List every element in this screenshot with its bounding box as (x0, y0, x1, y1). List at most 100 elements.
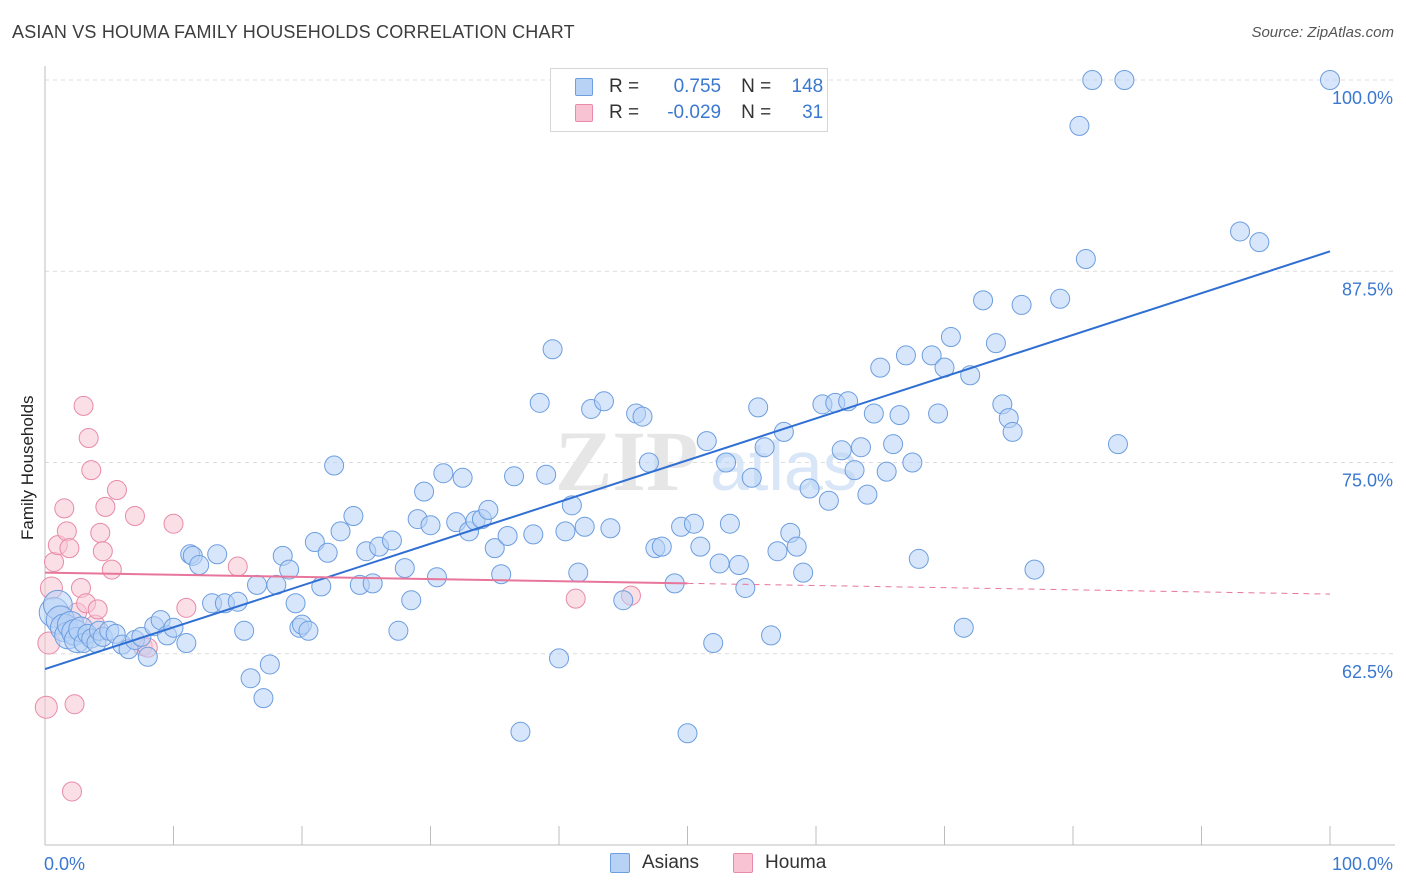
asians-point (234, 620, 255, 641)
asians-point (1075, 249, 1096, 270)
houma-trend-line (44, 571, 688, 585)
houma-point (59, 538, 80, 559)
asians-points (38, 70, 1340, 744)
asians-point (638, 452, 659, 473)
asians-point (735, 577, 756, 598)
asians-point (394, 558, 415, 579)
asians-point (940, 327, 961, 348)
y-tick-label: 75.0% (1342, 471, 1393, 491)
houma-point (95, 496, 116, 517)
asians-point (381, 530, 402, 551)
asians-point (478, 499, 499, 520)
asians-point (504, 466, 525, 487)
asians-point (497, 525, 518, 546)
asians-point (1069, 115, 1090, 136)
asians-point (343, 506, 364, 527)
asians-point (176, 633, 197, 654)
legend-swatch-blue (575, 78, 593, 96)
houma-point (34, 695, 58, 719)
asians-point (799, 478, 820, 499)
legend-n-value: 148 (791, 76, 824, 97)
asians-point (253, 688, 274, 709)
y-tick-label: 62.5% (1342, 662, 1393, 682)
asians-point (388, 620, 409, 641)
watermark-zip: ZIP (555, 413, 698, 509)
legend-row-houma: R = -0.029 N = 31 (575, 100, 823, 126)
x-tick-label: 100.0% (1332, 854, 1393, 874)
asians-point (593, 391, 614, 412)
houma-point (565, 588, 586, 609)
asians-trend-line (44, 250, 1331, 671)
asians-point (632, 406, 653, 427)
legend-item-houma[interactable]: Houma (733, 852, 826, 874)
y-tick-label: 100.0% (1332, 88, 1393, 108)
asians-point (529, 392, 550, 413)
asians-point (754, 437, 775, 458)
chart-source: Source: ZipAtlas.com (1251, 24, 1394, 41)
legend-r-label: R = (609, 102, 640, 123)
legend-item-asians[interactable]: Asians (610, 852, 699, 874)
asians-point (189, 555, 210, 576)
legend-n-label: N = (741, 102, 772, 123)
asians-point (761, 625, 782, 646)
asians-point (690, 536, 711, 557)
legend-swatch-pink (733, 853, 754, 873)
asians-point (568, 562, 589, 583)
asians-point (1249, 232, 1270, 253)
asians-point (600, 518, 621, 539)
houma-point (90, 522, 111, 543)
asians-point (786, 536, 807, 557)
asians-point (279, 559, 300, 580)
x-tick-label: 0.0% (44, 854, 85, 874)
asians-point (549, 648, 569, 669)
asians-point (683, 513, 704, 534)
asians-point (716, 452, 737, 473)
houma-point (54, 498, 75, 519)
houma-trend-extension (687, 582, 1331, 595)
asians-point (850, 437, 871, 458)
asians-point (719, 513, 740, 534)
legend-n-value: 31 (802, 102, 824, 123)
asians-point (696, 431, 717, 452)
asians-point (137, 646, 158, 667)
legend-r-value: -0.029 (667, 102, 722, 123)
asians-point (1107, 434, 1128, 455)
asians-point (889, 405, 910, 426)
asians-point (741, 467, 762, 488)
asians-point (304, 532, 325, 553)
legend-label-asians: Asians (642, 852, 700, 873)
legend-n-label: N = (741, 76, 772, 97)
asians-point (709, 553, 730, 574)
asians-point (1320, 70, 1340, 90)
houma-point (56, 521, 77, 542)
asians-point (818, 490, 839, 511)
legend-swatch-pink (575, 104, 593, 122)
y-axis-title: Family Households (18, 395, 37, 540)
asians-point (767, 541, 788, 562)
asians-point (561, 495, 582, 516)
asians-point (542, 339, 563, 360)
asians-point (298, 620, 319, 641)
asians-point (324, 455, 345, 476)
asians-point (523, 524, 544, 545)
asians-point (895, 345, 916, 366)
asians-point (317, 542, 338, 563)
houma-point (227, 556, 248, 577)
tick-labels: 62.5% 75.0% 87.5% 100.0% 0.0% 100.0% (44, 88, 1393, 874)
asians-point (876, 461, 897, 482)
asians-point (1082, 70, 1103, 90)
correlation-legend: R = 0.755 N = 148 R = -0.029 N = 31 (550, 68, 828, 132)
asians-point (452, 467, 473, 488)
asians-point (491, 564, 512, 585)
houma-point (64, 694, 85, 715)
asians-point (728, 555, 749, 576)
asians-point (651, 536, 672, 557)
y-tick-label: 87.5% (1342, 279, 1393, 299)
asians-point (793, 562, 814, 583)
asians-point (863, 403, 884, 424)
asians-point (908, 548, 929, 569)
houma-point (61, 781, 82, 802)
asians-point (902, 452, 923, 473)
asians-point (207, 544, 228, 565)
